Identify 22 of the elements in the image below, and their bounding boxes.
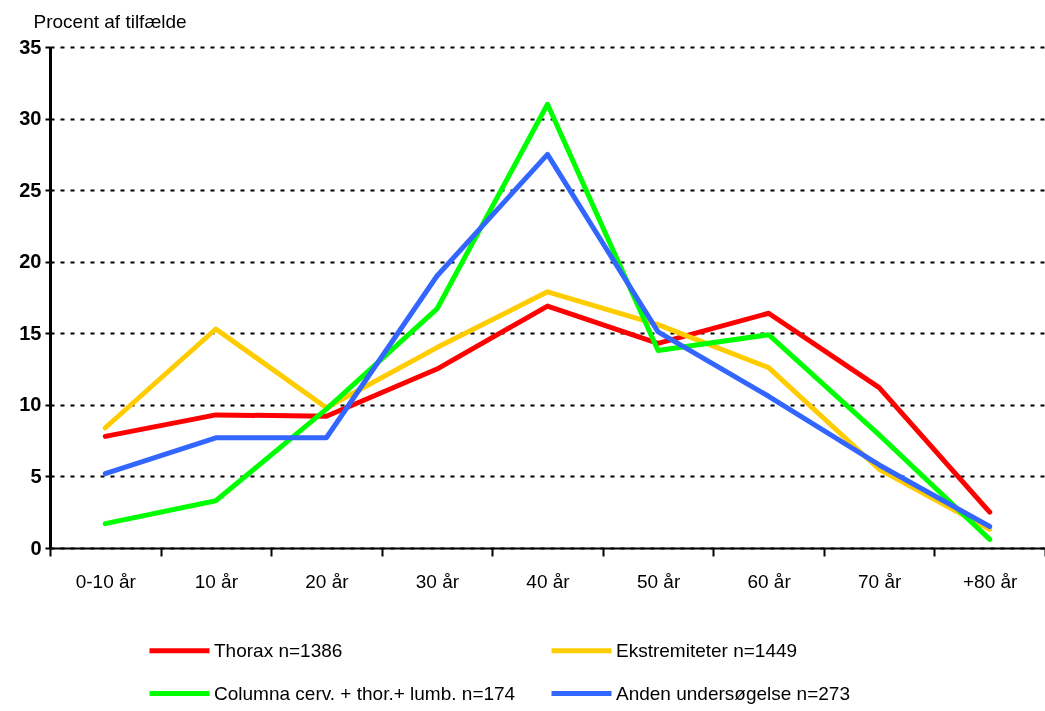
y-tick-label: 0 xyxy=(30,536,42,559)
legend-label: Ekstremiteter n=1449 xyxy=(616,639,798,661)
x-tick-label: 70 år xyxy=(858,570,902,592)
x-tick-label: 30 år xyxy=(415,570,460,592)
y-tick-label: 15 xyxy=(19,321,42,344)
x-tick-label: 40 år xyxy=(526,570,571,592)
y-tick-label: 35 xyxy=(19,35,42,58)
y-tick-label: 5 xyxy=(30,464,42,487)
legend-label: Anden undersøgelse n=273 xyxy=(616,682,850,704)
y-tick-label: 10 xyxy=(19,393,42,416)
x-tick-label: 50 år xyxy=(636,570,681,592)
legend-label: Thorax n=1386 xyxy=(214,639,343,661)
x-tick-label: 0-10 år xyxy=(75,570,137,592)
y-tick-label: 30 xyxy=(19,107,42,130)
legend-label: Columna cerv. + thor.+ lumb. n=174 xyxy=(214,682,516,704)
x-tick-label: 10 år xyxy=(194,570,239,592)
y-axis-title: Procent af tilfælde xyxy=(33,10,187,32)
y-tick-label: 25 xyxy=(19,178,42,201)
x-tick-label: +80 år xyxy=(963,570,1019,592)
y-tick-label: 20 xyxy=(19,250,42,273)
x-tick-label: 60 år xyxy=(747,570,792,592)
x-tick-label: 20 år xyxy=(305,570,350,592)
